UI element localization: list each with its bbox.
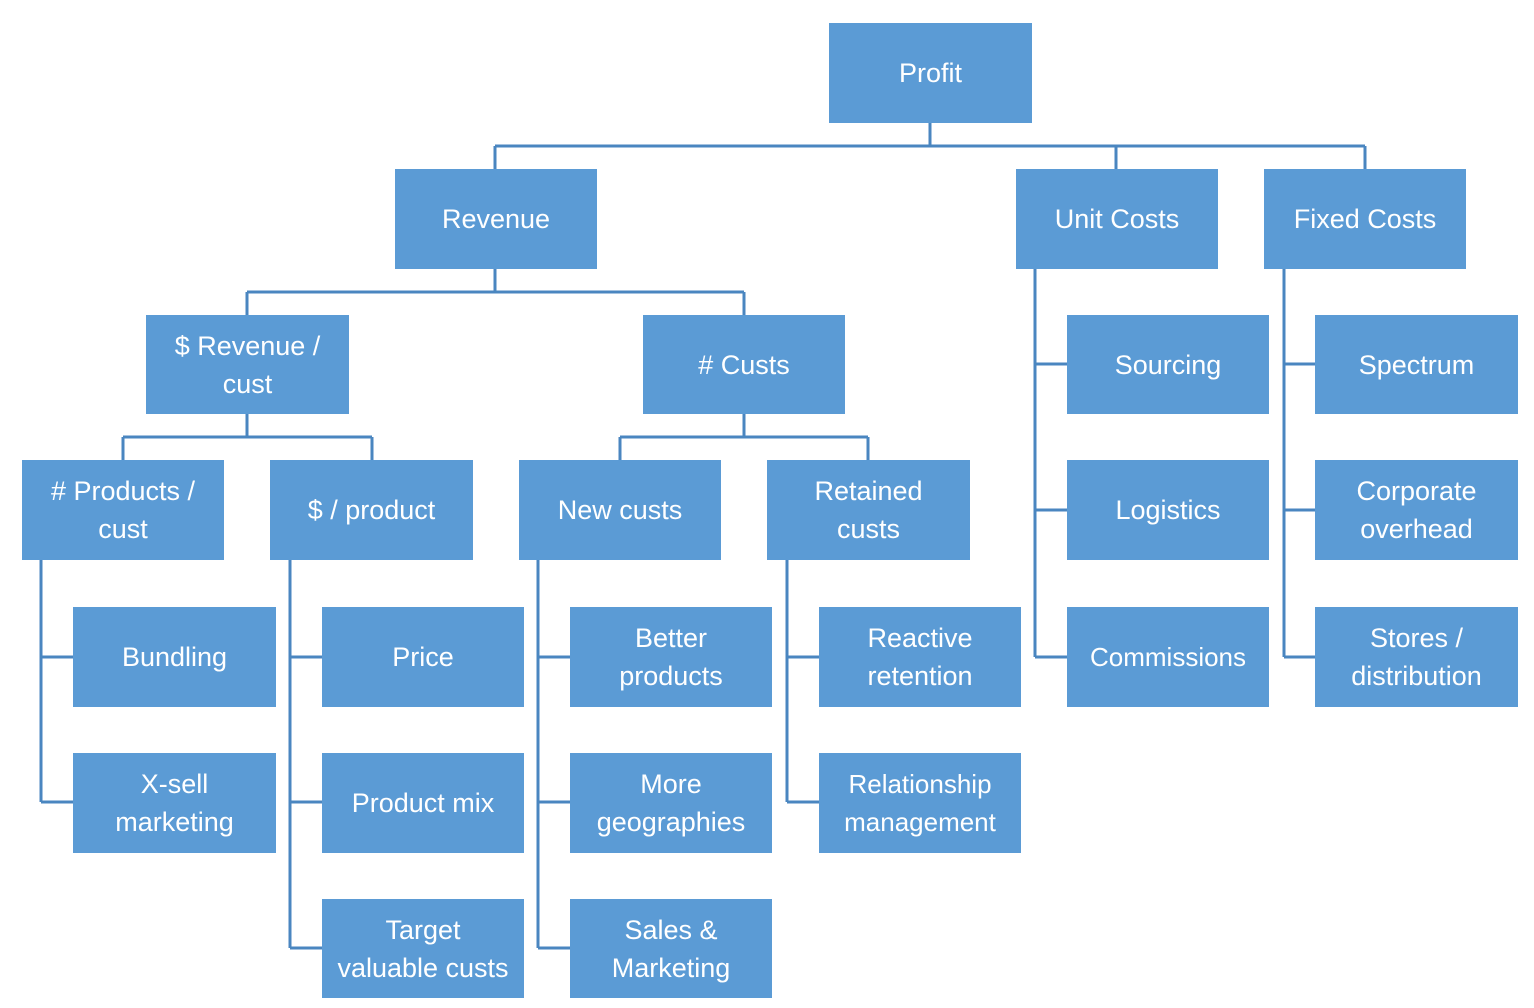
node-revenue-per-cust: $ Revenue / cust bbox=[146, 315, 349, 414]
connector-retained-custs bbox=[785, 560, 819, 804]
connector-fixed-costs bbox=[1282, 269, 1315, 659]
node-bundling: Bundling bbox=[73, 607, 276, 707]
node-retained-custs: Retained custs bbox=[767, 460, 970, 560]
connector-revenue-per-cust bbox=[121, 414, 374, 460]
node-dollar-per-product: $ / product bbox=[270, 460, 473, 560]
node-revenue: Revenue bbox=[395, 169, 597, 269]
node-reactive-retention: Reactive retention bbox=[819, 607, 1021, 707]
connector-profit bbox=[493, 123, 1367, 169]
connector-unit-costs bbox=[1033, 269, 1067, 659]
node-target-valuable-custs: Target valuable custs bbox=[322, 899, 524, 998]
node-unit-costs: Unit Costs bbox=[1016, 169, 1218, 269]
node-better-products: Better products bbox=[570, 607, 772, 707]
connector-new-custs bbox=[536, 560, 570, 950]
node-sourcing: Sourcing bbox=[1067, 315, 1269, 414]
node-relationship-management: Relationship management bbox=[819, 753, 1021, 853]
node-fixed-costs: Fixed Costs bbox=[1264, 169, 1466, 269]
connector-revenue bbox=[245, 269, 746, 315]
node-profit: Profit bbox=[829, 23, 1032, 123]
node-products-per-cust: # Products / cust bbox=[22, 460, 224, 560]
node-commissions: Commissions bbox=[1067, 607, 1269, 707]
node-more-geographies: More geographies bbox=[570, 753, 772, 853]
node-sales-marketing: Sales & Marketing bbox=[570, 899, 772, 998]
node-num-custs: # Custs bbox=[643, 315, 845, 414]
node-new-custs: New custs bbox=[519, 460, 721, 560]
connector-dollar-per-product bbox=[288, 560, 322, 950]
node-product-mix: Product mix bbox=[322, 753, 524, 853]
connector-num-custs bbox=[618, 414, 870, 460]
node-logistics: Logistics bbox=[1067, 460, 1269, 560]
node-corporate-overhead: Corporate overhead bbox=[1315, 460, 1518, 560]
node-spectrum: Spectrum bbox=[1315, 315, 1518, 414]
node-x-sell-marketing: X-sell marketing bbox=[73, 753, 276, 853]
node-price: Price bbox=[322, 607, 524, 707]
node-stores-distribution: Stores / distribution bbox=[1315, 607, 1518, 707]
connector-products-per-cust bbox=[39, 560, 73, 804]
